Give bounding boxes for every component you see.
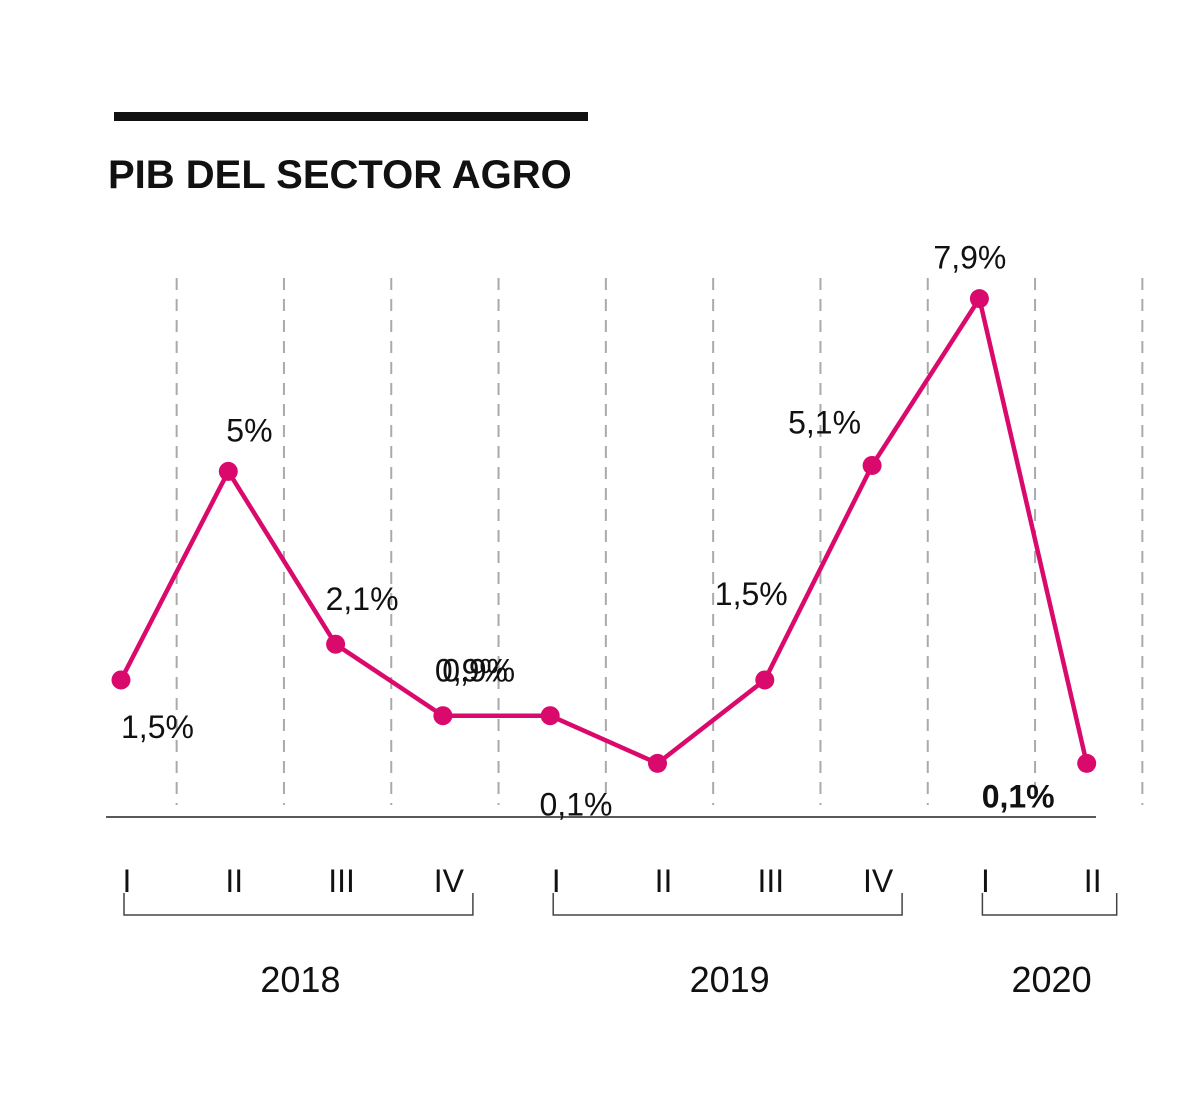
year-bracket <box>123 893 474 916</box>
data-point <box>540 706 560 726</box>
data-point <box>1077 753 1097 773</box>
data-label: 1,5% <box>121 709 194 745</box>
data-point <box>433 706 453 726</box>
data-point <box>862 455 882 475</box>
data-label: 5,1% <box>788 404 861 440</box>
quarter-label: I <box>123 863 132 899</box>
data-label: 0,1% <box>540 786 613 822</box>
year-label: 2020 <box>1012 959 1092 1000</box>
quarter-label: IV <box>434 863 465 899</box>
quarter-label: II <box>225 863 243 899</box>
data-label: 0,1% <box>982 778 1055 814</box>
series-line <box>111 289 1097 773</box>
quarter-label: III <box>328 863 355 899</box>
quarter-label: II <box>655 863 673 899</box>
data-label: 1,5% <box>715 576 788 612</box>
data-point <box>755 670 775 690</box>
quarter-label: IV <box>863 863 894 899</box>
grid-lines <box>175 278 1144 805</box>
data-point <box>326 634 346 654</box>
data-label: 0,9% <box>435 653 508 689</box>
quarter-label: I <box>552 863 561 899</box>
series-path <box>118 296 1089 766</box>
title-bar <box>114 112 588 121</box>
chart-title: PIB DEL SECTOR AGRO <box>108 153 572 197</box>
quarter-label: I <box>981 863 990 899</box>
data-label: 0,9% <box>442 653 515 689</box>
year-label: 2018 <box>260 959 340 1000</box>
year-bracket <box>981 893 1118 916</box>
data-point <box>111 670 131 690</box>
data-point <box>648 753 667 773</box>
data-label: 2,1% <box>326 581 399 617</box>
data-label: 5% <box>226 412 272 448</box>
year-label: 2019 <box>690 959 770 1000</box>
data-labels: 1,5% 5% 2,1% 0,9%0,9% 0,1% 1,5% 5,1% 7,9% 0,1% <box>121 240 1055 823</box>
data-point <box>218 461 238 481</box>
year-bracket <box>552 893 903 916</box>
quarter-label: II <box>1084 863 1102 899</box>
data-label: 7,9% <box>933 240 1006 276</box>
data-point <box>969 289 989 309</box>
quarter-label: III <box>757 863 784 899</box>
